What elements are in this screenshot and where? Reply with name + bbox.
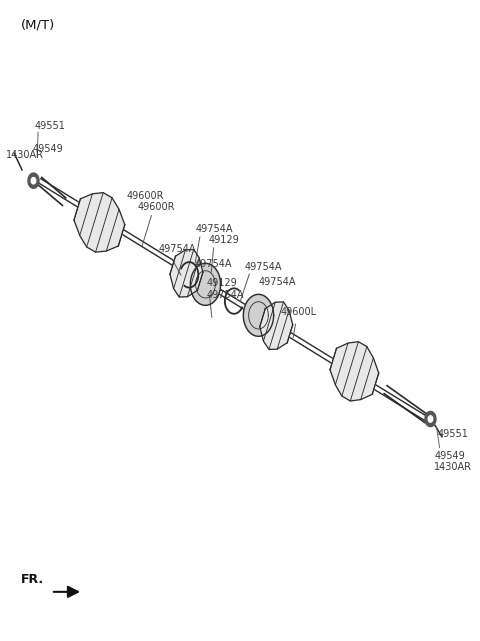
Text: 49754A: 49754A	[158, 244, 196, 254]
Polygon shape	[243, 294, 274, 337]
Text: 49129: 49129	[206, 278, 237, 288]
Text: 49754A: 49754A	[195, 260, 232, 269]
Text: 49129: 49129	[209, 235, 240, 246]
Text: 49754A: 49754A	[206, 290, 244, 300]
Text: 1430AR: 1430AR	[434, 462, 472, 472]
Polygon shape	[428, 416, 433, 422]
Polygon shape	[260, 302, 293, 349]
Text: 49551: 49551	[35, 121, 66, 131]
Text: 49600L: 49600L	[280, 307, 316, 317]
Text: 49600R: 49600R	[138, 203, 175, 212]
Polygon shape	[425, 412, 436, 427]
Text: 49754A: 49754A	[245, 262, 282, 272]
Text: 49551: 49551	[437, 429, 468, 438]
Text: FR.: FR.	[21, 573, 44, 586]
Polygon shape	[170, 249, 203, 297]
Polygon shape	[191, 263, 221, 305]
Polygon shape	[330, 342, 379, 401]
Text: 49549: 49549	[33, 144, 63, 154]
Text: 49549: 49549	[434, 451, 465, 461]
Text: 49754A: 49754A	[195, 224, 233, 234]
Text: 1430AR: 1430AR	[6, 151, 44, 160]
Polygon shape	[31, 178, 36, 184]
Text: (M/T): (M/T)	[21, 19, 55, 31]
Text: 49600R: 49600R	[127, 191, 164, 201]
Polygon shape	[28, 173, 39, 188]
Text: 49754A: 49754A	[258, 277, 296, 287]
Polygon shape	[74, 193, 125, 252]
